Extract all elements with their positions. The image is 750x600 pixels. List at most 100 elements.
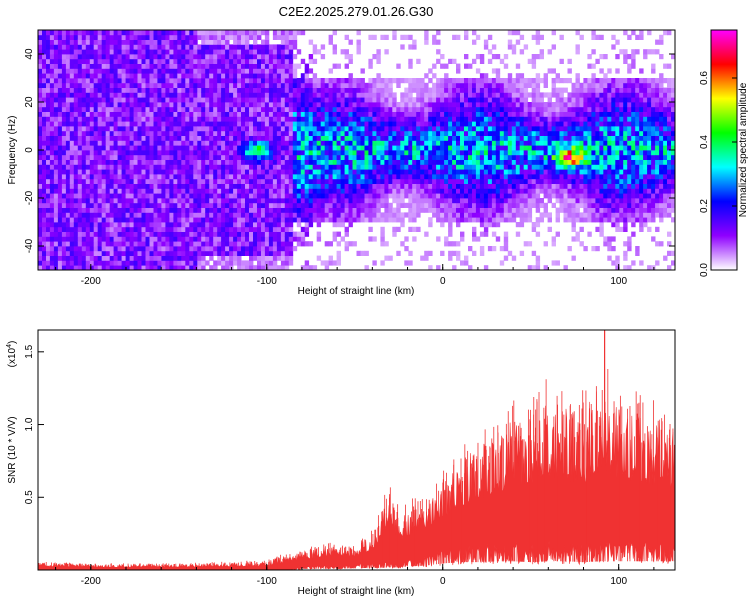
spectrogram-cell: [288, 164, 294, 170]
spectrogram-cell: [308, 154, 314, 160]
spectrogram-cell: [177, 140, 182, 146]
spectrogram-cell: [113, 111, 118, 117]
spectrogram-cell: [101, 49, 107, 55]
spectrogram-cell: [264, 260, 270, 266]
spectrogram-cell: [420, 140, 425, 146]
spectrogram-cell: [328, 198, 333, 204]
spectrogram-cell: [284, 92, 290, 98]
spectrogram-cell: [257, 159, 262, 165]
spectrogram-cell: [77, 217, 83, 223]
spectrogram-cell: [165, 39, 170, 45]
spectrogram-cell: [109, 135, 115, 141]
spectrogram-cell: [129, 116, 134, 122]
spectrogram-cell: [384, 135, 389, 141]
spectrogram-cell: [288, 246, 294, 252]
spectrogram-cell: [336, 130, 341, 136]
spectrogram-cell: [452, 188, 457, 194]
spectrogram-cell: [304, 178, 310, 184]
spectrogram-cell: [348, 198, 353, 204]
spectrogram-cell: [109, 54, 115, 60]
spectrogram-cell: [65, 116, 71, 122]
spectrogram-cell: [197, 30, 202, 36]
spectrogram-cell: [356, 106, 361, 112]
spectrogram-cell: [46, 54, 51, 60]
spectrogram-cell: [360, 164, 365, 170]
spectrogram-cell: [340, 164, 345, 170]
spectrogram-cell: [97, 135, 103, 141]
spectrogram-cell: [424, 145, 429, 151]
spectrogram-cell: [113, 68, 118, 74]
spectrogram-cell: [324, 212, 330, 218]
spectrogram-cell: [57, 49, 63, 55]
spectrogram-cell: [85, 174, 91, 180]
spectrogram-cell: [499, 159, 505, 165]
spectrogram-cell: [105, 58, 111, 64]
spectrogram-cell: [105, 102, 111, 108]
spectrogram-cell: [129, 154, 134, 160]
spectrogram-cell: [245, 202, 250, 208]
spectrogram-cell: [272, 126, 278, 132]
spectrogram-cell: [173, 222, 178, 228]
spectrogram-cell: [316, 97, 322, 103]
spectrogram-cell: [253, 164, 258, 170]
spectrogram-cell: [424, 92, 429, 98]
spectrogram-cell: [61, 217, 67, 223]
spectrogram-cell: [189, 265, 194, 270]
spectrogram-cell: [42, 164, 47, 170]
spectrogram-cell: [129, 73, 134, 79]
spectrogram-cell: [332, 121, 337, 127]
spectrogram-cell: [57, 217, 63, 223]
spectrogram-cell: [336, 231, 341, 237]
spectrogram-cell: [336, 260, 341, 266]
spectrogram-cell: [452, 217, 457, 223]
spectrogram-cell: [257, 246, 262, 252]
spectrogram-cell: [185, 68, 190, 74]
spectrogram-cell: [420, 150, 425, 156]
spectrogram-cell: [264, 58, 270, 64]
spectrogram-cell: [121, 178, 126, 184]
spectrogram-cell: [185, 106, 190, 112]
spectrogram-cell: [149, 174, 154, 180]
spectrogram-cell: [233, 82, 238, 88]
spectrogram-cell: [157, 54, 162, 60]
spectrogram-cell: [472, 92, 477, 98]
spectrogram-cell: [221, 183, 226, 189]
spectrogram-cell: [257, 260, 262, 266]
spectrogram-cell: [404, 188, 409, 194]
spectrogram-cell: [161, 82, 166, 88]
spectrogram-cell: [121, 212, 126, 218]
spectrogram-cell: [197, 246, 202, 252]
spectrogram-cell: [201, 222, 206, 228]
spectrogram-cell: [201, 135, 206, 141]
spectrogram-cell: [89, 241, 95, 247]
spectrogram-cell: [189, 145, 194, 151]
spectrogram-cell: [169, 111, 174, 117]
spectrogram-cell: [456, 130, 461, 136]
spectrogram-cell: [424, 102, 429, 108]
spectrogram-cell: [42, 169, 47, 175]
spectrogram-cell: [217, 87, 222, 93]
spectrogram-cell: [344, 82, 349, 88]
spectrogram-cell: [149, 30, 154, 36]
spectrogram-cell: [304, 174, 310, 180]
spectrogram-cell: [408, 154, 413, 160]
spectrogram-cell: [38, 226, 43, 232]
spectrogram-cell: [97, 121, 103, 127]
spectrogram-cell: [109, 198, 115, 204]
spectrogram-cell: [328, 183, 333, 189]
spectrogram-cell: [69, 30, 75, 36]
spectrogram-cell: [475, 135, 481, 141]
spectrogram-cell: [113, 255, 118, 261]
spectrogram-cell: [460, 207, 465, 213]
spectrogram-cell: [221, 246, 226, 252]
spectrogram-cell: [145, 102, 150, 108]
spectrogram-cell: [185, 226, 190, 232]
spectrogram-cell: [328, 87, 333, 93]
spectrogram-cell: [189, 226, 194, 232]
spectrogram-cell: [384, 121, 389, 127]
spectrogram-cell: [117, 39, 122, 45]
spectrogram-cell: [479, 97, 485, 103]
spectrogram-cell: [109, 44, 115, 50]
spectrogram-cell: [280, 246, 286, 252]
spectrogram-cell: [185, 231, 190, 237]
